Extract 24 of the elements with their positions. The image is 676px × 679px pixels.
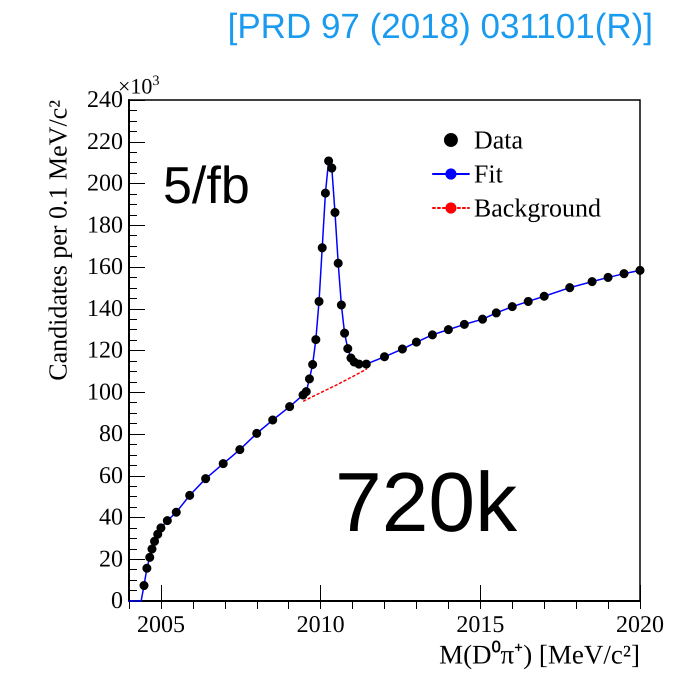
legend-label: Background	[474, 194, 602, 222]
y-tick-label: 60	[99, 462, 123, 489]
y-tick-label: 80	[99, 421, 123, 447]
y-tick-label: 160	[87, 254, 123, 280]
legend-label: Fit	[474, 160, 504, 188]
y-axis-title: Candidates per 0.1 MeV/c²	[44, 100, 72, 381]
y-tick-label: 180	[87, 212, 123, 238]
x-tick-label: 2010	[296, 612, 345, 638]
x-axis-title: M(D⁰π⁺) [MeV/c²]	[439, 640, 640, 670]
y-tick-label: 100	[87, 379, 123, 406]
y-tick-label: 220	[87, 128, 123, 155]
y-tick-label: 140	[87, 296, 123, 322]
x-tick-label: 2005	[136, 612, 185, 638]
y-tick-label: 20	[99, 546, 123, 572]
legend-label: Data	[474, 126, 524, 154]
chart-title: [PRD 97 (2018) 031101(R)]	[228, 7, 654, 46]
x-tick-label: 2015	[456, 612, 504, 638]
y-tick-label: 120	[87, 338, 123, 364]
y-tick-label: 200	[87, 170, 123, 196]
annotation: 720k	[335, 455, 518, 549]
annotation: 5/fb	[163, 157, 250, 215]
x-tick-label: 2020	[616, 612, 664, 638]
y-tick-label: 40	[99, 504, 123, 530]
y-tick-label: 0	[111, 588, 123, 614]
